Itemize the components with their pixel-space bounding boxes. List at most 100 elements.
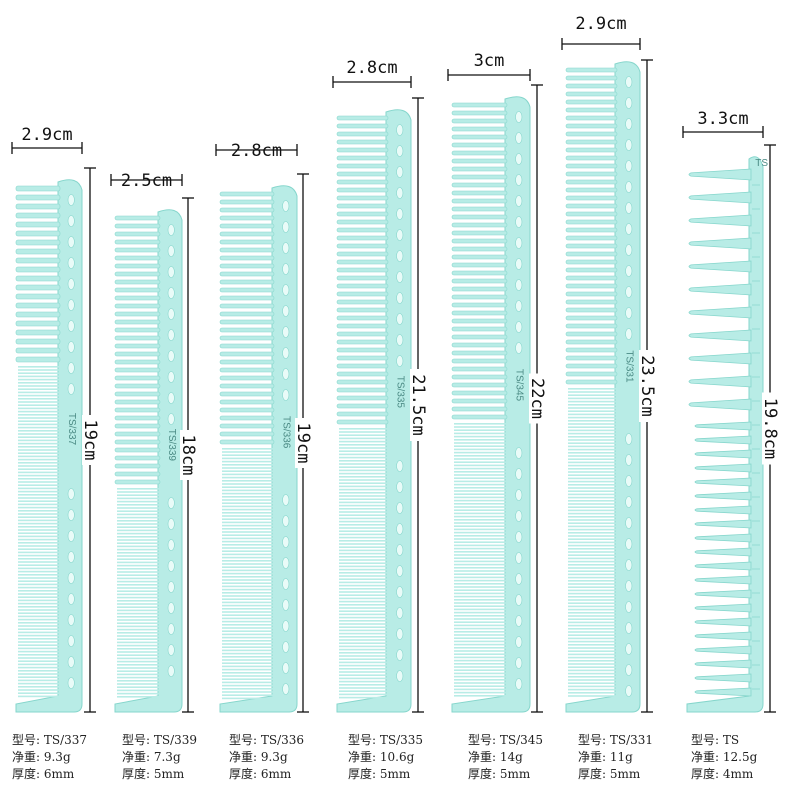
comb-tooth-fine xyxy=(117,680,160,682)
spine-hole xyxy=(67,530,75,542)
comb-tooth-fine xyxy=(339,655,388,657)
comb-tooth-coarse xyxy=(451,398,508,404)
comb-tooth-coarse xyxy=(451,134,508,140)
comb-tooth-fine xyxy=(18,638,60,640)
comb-tooth-fine xyxy=(117,664,160,666)
comb-tooth-fine xyxy=(18,574,60,576)
comb-tooth-coarse xyxy=(565,291,618,297)
comb-tooth-fine xyxy=(222,659,274,661)
comb-tooth-fine xyxy=(339,636,388,638)
comb-tooth-fine xyxy=(339,472,388,475)
comb-tooth-fine xyxy=(454,538,507,540)
spine-hole xyxy=(625,685,633,697)
comb-tooth-fine xyxy=(117,654,160,656)
spine-hole xyxy=(515,468,523,480)
spine-hole xyxy=(282,263,290,275)
comb-tooth-coarse xyxy=(565,267,618,273)
spine-hole xyxy=(282,284,290,296)
comb-tooth-fine xyxy=(18,548,60,550)
comb-tooth-coarse xyxy=(451,382,508,388)
comb-tooth-coarse xyxy=(451,118,508,124)
comb-tooth-fine xyxy=(339,668,388,670)
spec-model: 型号: TS xyxy=(691,733,740,747)
comb-tooth-fine xyxy=(117,673,160,676)
spine-hole xyxy=(67,383,75,395)
comb-tooth-coarse xyxy=(219,327,275,333)
comb-tooth-fine xyxy=(222,454,274,456)
comb-tooth-fine xyxy=(18,414,60,416)
comb-tooth-coarse xyxy=(15,248,61,255)
comb-tooth xyxy=(694,421,752,431)
comb-tooth-fine xyxy=(454,695,507,697)
comb-tooth-fine xyxy=(568,484,617,486)
spine-hole xyxy=(396,250,404,262)
model-mark: TS/331 xyxy=(623,350,634,383)
comb-tooth-coarse xyxy=(451,150,508,156)
comb-tooth-fine xyxy=(222,544,274,546)
spine-hole xyxy=(167,350,175,362)
comb-tooth-fine xyxy=(117,644,160,647)
comb-tooth-fine xyxy=(18,612,60,614)
spine-hole xyxy=(282,557,290,569)
comb-tooth-coarse xyxy=(114,359,161,365)
spine-hole xyxy=(396,187,404,199)
comb-tooth-fine xyxy=(222,550,274,552)
spine-hole xyxy=(396,460,404,472)
comb-tooth-fine xyxy=(222,460,274,463)
comb-tooth-fine xyxy=(339,453,388,456)
comb-tooth-coarse xyxy=(114,399,161,405)
comb-tooth-fine xyxy=(117,648,160,650)
comb-tooth-fine xyxy=(117,628,160,631)
spine-hole xyxy=(625,97,633,109)
comb-tooth-fine xyxy=(18,625,60,627)
comb-tooth-coarse xyxy=(336,331,389,337)
comb-tooth xyxy=(694,533,752,543)
spine-hole xyxy=(396,229,404,241)
comb-tooth-fine xyxy=(339,559,388,561)
comb-tooth-fine xyxy=(339,629,388,632)
comb-tooth-fine xyxy=(18,618,60,621)
comb-tooth-fine xyxy=(117,568,160,570)
comb-tooth-fine xyxy=(339,546,388,548)
comb-tooth-fine xyxy=(117,552,160,554)
comb-tooth-fine xyxy=(454,547,507,550)
comb-tooth-fine xyxy=(568,656,617,659)
spine-hole xyxy=(167,308,175,320)
comb-tooth-fine xyxy=(18,522,60,525)
comb-tooth-coarse xyxy=(565,363,618,369)
comb-tooth-fine xyxy=(18,372,60,374)
spec-net-weight: 净重: 9.3g xyxy=(12,750,71,764)
comb-tooth-fine xyxy=(222,691,274,693)
spine-hole xyxy=(282,536,290,548)
comb-tooth-coarse xyxy=(451,262,508,268)
comb-tooth-coarse xyxy=(451,198,508,204)
comb-tooth-coarse xyxy=(219,223,275,229)
comb-tooth-fine xyxy=(454,589,507,591)
comb-tooth-fine xyxy=(454,442,507,444)
comb-tooth-coarse xyxy=(336,283,389,289)
spine-hole xyxy=(67,614,75,626)
width-label: 2.8cm xyxy=(346,58,397,78)
comb-tooth-fine xyxy=(454,647,507,649)
comb-tooth-fine xyxy=(568,583,617,585)
comb-tooth-fine xyxy=(222,684,274,687)
width-dimension: 2.9cm xyxy=(561,14,641,50)
comb-tooth-coarse xyxy=(451,166,508,172)
comb-tooth-coarse xyxy=(565,67,618,73)
comb-tooth-fine xyxy=(568,544,617,547)
width-label: 2.5cm xyxy=(121,171,172,191)
comb-tooth-coarse xyxy=(114,239,161,245)
length-dimension: 18cm xyxy=(178,197,200,713)
comb-tooth-coarse xyxy=(336,275,389,281)
comb-tooth-fine xyxy=(117,622,160,624)
comb-tooth-fine xyxy=(222,672,274,674)
combs-layer: TS/337 TS/339 TS/336 TS/335 TS/345 TS/331 TS xyxy=(15,61,768,713)
spec-net-weight: 净重: 12.5g xyxy=(691,750,758,764)
comb-tooth-fine xyxy=(18,503,60,506)
comb-tooth-coarse xyxy=(565,131,618,137)
spine-hole xyxy=(396,649,404,661)
comb-tooth-coarse xyxy=(451,190,508,196)
comb-tooth-fine xyxy=(568,573,617,576)
comb-tooth-fine xyxy=(454,535,507,537)
